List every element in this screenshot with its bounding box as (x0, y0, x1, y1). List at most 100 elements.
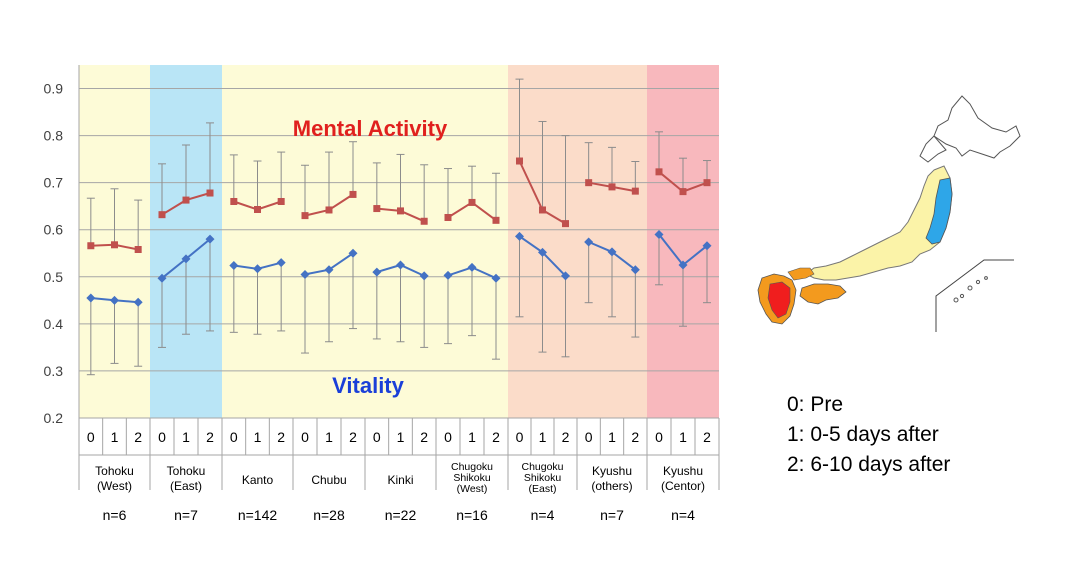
vitality-point (443, 270, 453, 280)
period-tick-label: 2 (562, 429, 570, 445)
vitality-point (253, 264, 262, 274)
period-tick-label: 2 (703, 429, 711, 445)
period-tick-label: 1 (111, 429, 119, 445)
map-kyushu-center (767, 281, 791, 319)
period-tick-label: 0 (585, 429, 593, 445)
legend-line-2: 2: 6-10 days after (787, 453, 951, 476)
map-hokkaido-peninsula (919, 135, 947, 163)
region-label: Chugoku (521, 461, 563, 473)
vitality-point (678, 260, 688, 270)
vitality-point (584, 237, 594, 247)
period-tick-label: 0 (444, 429, 452, 445)
period-tick-label: 2 (349, 429, 357, 445)
vitality-point (181, 254, 191, 264)
sample-size-label: n=28 (313, 507, 345, 523)
period-tick-label: 1 (325, 429, 333, 445)
vitality-point (396, 260, 405, 270)
period-tick-label: 0 (373, 429, 381, 445)
legend-line-1: 1: 0-5 days after (787, 423, 939, 446)
period-tick-label: 0 (158, 429, 166, 445)
mental-point (585, 179, 593, 187)
legend-line-0: 0: Pre (787, 393, 844, 416)
mental-point (655, 168, 663, 176)
region-label: (West) (457, 483, 488, 495)
period-tick-label: 2 (492, 429, 500, 445)
region-label: Shikoku (524, 472, 562, 484)
map-honshu (805, 165, 953, 281)
region-label: Kanto (242, 473, 274, 487)
vitality-point (133, 297, 143, 307)
sample-size-label: n=16 (456, 507, 488, 523)
y-tick-label: 0.4 (44, 316, 64, 332)
mental-point (277, 197, 285, 205)
y-tick-label: 0.2 (44, 410, 64, 426)
mental-point (373, 205, 381, 213)
period-tick-label: 0 (516, 429, 524, 445)
vitality-point (654, 229, 664, 239)
mental-point (539, 206, 546, 214)
mental-point (444, 213, 452, 221)
mental-point (562, 220, 569, 228)
vitality-label: Vitality (332, 373, 405, 398)
mental-point (516, 157, 523, 165)
vitality-point (561, 271, 570, 281)
vitality-point (229, 261, 239, 271)
vitality-point (276, 258, 286, 268)
y-tick-labels: 0.2 0.3 0.4 0.5 0.6 0.7 0.8 0.9 (44, 81, 64, 426)
period-tick-label: 0 (230, 429, 238, 445)
period-tick-label: 0 (655, 429, 663, 445)
vitality-point (86, 293, 96, 303)
period-tick-label: 2 (206, 429, 214, 445)
sample-size-label: n=6 (103, 507, 127, 523)
map-shikoku (799, 283, 847, 305)
error-bars (86, 78, 711, 376)
period-tick-label: 1 (608, 429, 616, 445)
map-island (967, 285, 973, 291)
mental-activity-label: Mental Activity (293, 116, 448, 141)
map-island (975, 279, 981, 285)
sample-size-label: n=4 (531, 507, 555, 523)
region-label: Shikoku (453, 472, 491, 484)
vitality-point (538, 247, 547, 257)
mental-point (206, 189, 214, 197)
line-chart: 0.20.30.40.50.60.70.80.9 0 1 2Tohoku(West)… (44, 65, 720, 523)
region-label: Chugoku (451, 461, 493, 473)
map-inset-frame (935, 259, 1014, 332)
map-island (953, 297, 959, 303)
vitality-point (205, 234, 215, 244)
map-chugoku-east (787, 267, 815, 281)
mental-point (631, 187, 639, 195)
sample-size-label: n=142 (238, 507, 278, 523)
mental-point (608, 183, 616, 191)
region-label: Tohoku (95, 464, 134, 478)
region-label: (East) (170, 479, 202, 493)
vitality-point (157, 273, 167, 283)
mental-point (301, 212, 309, 220)
mental-point (230, 197, 238, 205)
mental-point (182, 196, 190, 204)
mental-point (87, 242, 95, 250)
y-tick-label: 0.5 (44, 269, 64, 285)
region-band (647, 65, 719, 418)
vitality-point (702, 241, 712, 251)
region-label: Kinki (387, 473, 413, 487)
period-tick-label: 2 (631, 429, 639, 445)
mental-point (158, 211, 166, 219)
region-label: (West) (97, 479, 132, 493)
region-label: (others) (591, 479, 632, 493)
region-label: (Centor) (661, 479, 705, 493)
region-label: Chubu (311, 473, 346, 487)
y-tick-label: 0.7 (44, 175, 64, 191)
period-tick-label: 1 (182, 429, 190, 445)
mental-point (134, 246, 142, 254)
vitality-point (348, 248, 358, 258)
japan-map (757, 95, 1021, 332)
y-tick-label: 0.9 (44, 81, 64, 97)
axes (78, 65, 719, 419)
region-band (365, 65, 436, 418)
period-tick-label: 0 (301, 429, 309, 445)
period-legend: 0: Pre 1: 0-5 days after 2: 6-10 days af… (787, 390, 950, 480)
vitality-point (372, 267, 382, 277)
sample-size-label: n=7 (174, 507, 198, 523)
